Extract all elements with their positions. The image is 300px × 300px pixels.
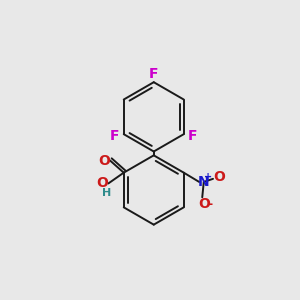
Text: O: O <box>198 197 210 211</box>
Text: +: + <box>204 172 212 182</box>
Text: O: O <box>98 154 110 168</box>
Text: O: O <box>96 176 108 190</box>
Text: -: - <box>207 198 212 211</box>
Text: F: F <box>149 68 158 82</box>
Text: N: N <box>198 175 210 189</box>
Text: H: H <box>102 188 111 198</box>
Text: O: O <box>213 170 225 184</box>
Text: F: F <box>110 129 119 143</box>
Text: F: F <box>188 129 198 143</box>
